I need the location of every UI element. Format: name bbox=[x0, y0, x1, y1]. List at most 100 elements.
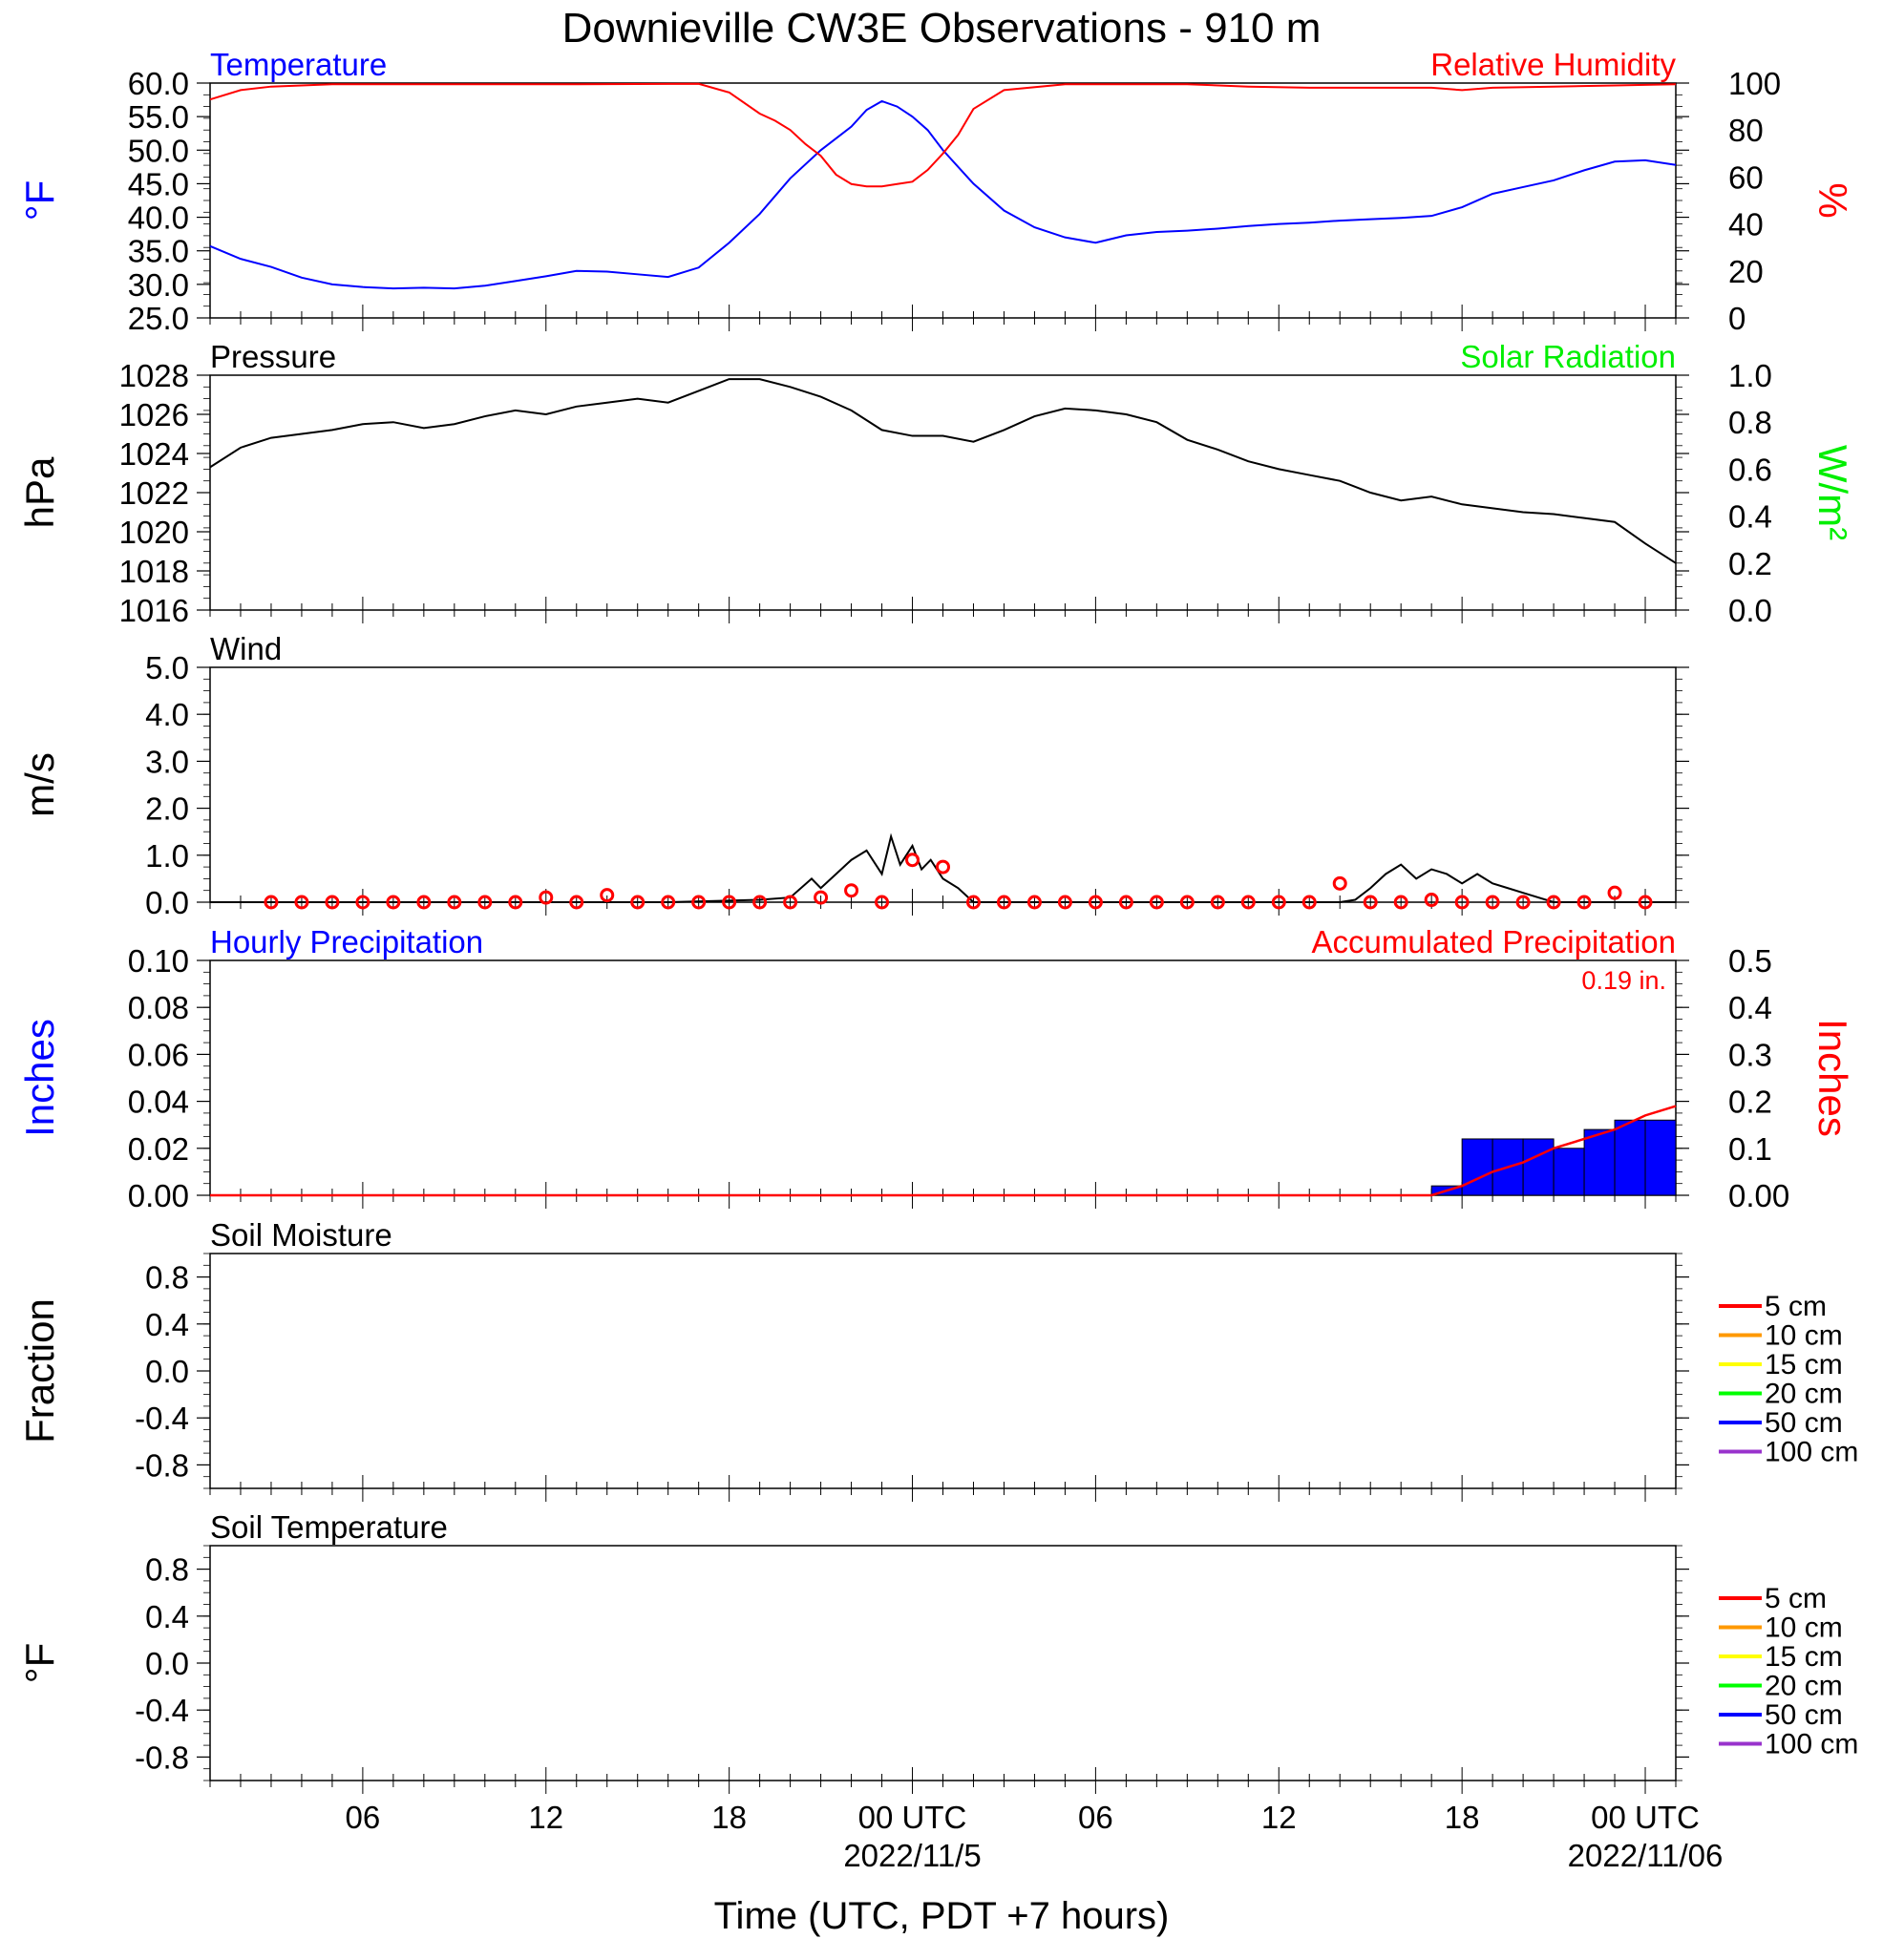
y-tick-label-right: 0.8 bbox=[1728, 405, 1772, 440]
y-tick-label-right: 0.4 bbox=[1728, 499, 1772, 535]
panel-title-left: Wind bbox=[210, 631, 282, 666]
y-axis-label: hPa bbox=[17, 456, 62, 528]
y-tick-label-right: 0.4 bbox=[1728, 990, 1772, 1025]
wind-marker bbox=[1026, 895, 1042, 910]
y-tick-label: -0.4 bbox=[135, 1693, 189, 1728]
y-tick-label: 1022 bbox=[119, 475, 189, 511]
y-tick-label: 30.0 bbox=[128, 267, 189, 303]
legend-label: 5 cm bbox=[1765, 1583, 1827, 1614]
x-date-label: 2022/11/06 bbox=[1568, 1838, 1724, 1873]
panel-title-right: Relative Humidity bbox=[1430, 47, 1676, 82]
wind-marker bbox=[752, 895, 768, 910]
y-tick-label: 0.02 bbox=[128, 1131, 189, 1167]
x-tick-label: 06 bbox=[346, 1800, 381, 1835]
precip-total-label: 0.19 in. bbox=[1581, 966, 1666, 995]
wind-marker bbox=[477, 895, 493, 910]
wind-marker bbox=[630, 895, 645, 910]
plot-frame bbox=[209, 82, 1677, 319]
legend-label: 20 cm bbox=[1765, 1379, 1843, 1410]
plot-frame bbox=[209, 1253, 1677, 1489]
y-axis-label: m/s bbox=[17, 752, 62, 817]
panel-title-left: Soil Temperature bbox=[210, 1509, 448, 1545]
panel-soil_moisture: 0.8 0.4 0.0 -0.4 -0.8 Soil Moisture Fraction 5 … bbox=[17, 1217, 1858, 1502]
y-tick-label: 0.4 bbox=[145, 1307, 189, 1342]
y-tick-label: 0.0 bbox=[145, 1354, 189, 1389]
legend-label: 15 cm bbox=[1765, 1641, 1843, 1673]
y-tick-label: 2.0 bbox=[145, 791, 189, 827]
wind-marker bbox=[1454, 895, 1470, 910]
wind-marker bbox=[1210, 895, 1225, 910]
wind-marker bbox=[355, 895, 370, 910]
wind-marker bbox=[325, 895, 340, 910]
y-tick-label: -0.8 bbox=[135, 1739, 189, 1775]
wind-marker bbox=[1240, 895, 1256, 910]
y-tick-label: 60.0 bbox=[128, 66, 189, 101]
y-tick-label: 0.0 bbox=[145, 1646, 189, 1681]
wind-marker bbox=[1301, 895, 1317, 910]
y-tick-label: 50.0 bbox=[128, 133, 189, 168]
panel-title-left: Soil Moisture bbox=[210, 1217, 392, 1253]
chart-title: Downieville CW3E Observations - 910 m bbox=[562, 5, 1322, 52]
wind-marker bbox=[905, 853, 920, 868]
x-tick-label: 00 UTC bbox=[1591, 1800, 1700, 1835]
wind-marker bbox=[691, 895, 707, 910]
y-tick-label: 3.0 bbox=[145, 744, 189, 779]
y-axis-label-right: Inches bbox=[1810, 1019, 1855, 1137]
wind-marker bbox=[996, 895, 1011, 910]
y-tick-label-right: 0.6 bbox=[1728, 452, 1772, 487]
wind-marker bbox=[1393, 895, 1408, 910]
y-tick-label: 0.10 bbox=[128, 943, 189, 979]
y-axis-label-right: W/m² bbox=[1810, 445, 1855, 540]
plot-frame bbox=[209, 666, 1677, 903]
wind-marker bbox=[569, 895, 584, 910]
wind-marker bbox=[1546, 895, 1561, 910]
x-tick-label: 18 bbox=[1445, 1800, 1480, 1835]
wind-marker bbox=[1607, 885, 1622, 900]
panel-title-left: Temperature bbox=[210, 47, 387, 82]
wind-marker bbox=[1118, 895, 1133, 910]
wind-marker bbox=[600, 888, 615, 903]
accumulated-precip-line bbox=[210, 1105, 1677, 1197]
y-tick-label: 1024 bbox=[119, 436, 189, 472]
wind-marker bbox=[539, 890, 554, 905]
precip-bar bbox=[1461, 1138, 1493, 1196]
y-tick-label: 40.0 bbox=[128, 200, 189, 236]
y-tick-label-right: 0.3 bbox=[1728, 1037, 1772, 1072]
y-tick-label-right: 0.00 bbox=[1728, 1178, 1789, 1213]
wind-marker bbox=[508, 895, 523, 910]
y-tick-label-right: 80 bbox=[1728, 113, 1764, 148]
wind-marker bbox=[1363, 895, 1378, 910]
y-axis-label: Inches bbox=[17, 1019, 62, 1137]
y-tick-label: 0.0 bbox=[145, 885, 189, 920]
series-line-wind-speed bbox=[210, 832, 1676, 903]
y-tick-label: 35.0 bbox=[128, 234, 189, 269]
precip-bar bbox=[1553, 1148, 1585, 1196]
legend-label: 15 cm bbox=[1765, 1349, 1843, 1380]
wind-marker bbox=[294, 895, 309, 910]
wind-marker bbox=[1149, 895, 1164, 910]
y-tick-label-right: 0.0 bbox=[1728, 593, 1772, 628]
x-axis-label: Time (UTC, PDT +7 hours) bbox=[714, 1895, 1170, 1937]
y-axis-label-right: % bbox=[1810, 182, 1855, 218]
y-tick-label: 0.08 bbox=[128, 990, 189, 1025]
precip-bar bbox=[1583, 1128, 1616, 1196]
y-tick-label: 0.4 bbox=[145, 1599, 189, 1634]
y-tick-label-right: 20 bbox=[1728, 254, 1764, 289]
wind-marker bbox=[661, 895, 676, 910]
wind-marker bbox=[875, 895, 890, 910]
y-tick-label: -0.4 bbox=[135, 1401, 189, 1436]
plot-frame bbox=[209, 374, 1677, 611]
panel-title-right: Solar Radiation bbox=[1460, 339, 1676, 374]
wind-marker bbox=[447, 895, 462, 910]
wind-marker bbox=[965, 895, 981, 910]
y-axis-label: °F bbox=[17, 180, 62, 221]
y-tick-label: 0.8 bbox=[145, 1260, 189, 1296]
precip-bar bbox=[1614, 1119, 1646, 1196]
y-tick-label-right: 0.2 bbox=[1728, 1085, 1772, 1120]
wind-marker bbox=[1576, 895, 1592, 910]
wind-marker bbox=[1424, 893, 1439, 908]
y-tick-label-right: 0.1 bbox=[1728, 1131, 1772, 1167]
legend-label: 10 cm bbox=[1765, 1612, 1843, 1644]
